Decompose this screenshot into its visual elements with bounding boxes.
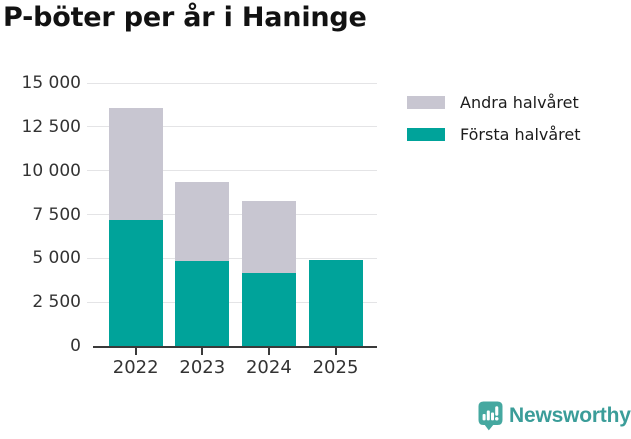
bar-2024-andra-halvaret	[241, 201, 296, 274]
y-axis-tick-label: 12 500	[21, 116, 81, 137]
x-axis-line	[93, 345, 377, 348]
gridline-15-000	[87, 82, 377, 84]
newsworthy-logo-icon	[478, 401, 503, 431]
bar-2023-andra-halvaret	[175, 182, 230, 261]
y-axis-tick-label: 7 500	[32, 204, 81, 225]
x-axis-label-2025: 2025	[312, 357, 359, 378]
y-axis-tick-label: 5 000	[32, 248, 81, 269]
legend-swatch-andra-halvaret	[407, 96, 445, 109]
legend-label: Första halvåret	[460, 125, 581, 144]
newsworthy-branding: Newsworthy	[478, 401, 631, 431]
newsworthy-wordmark: Newsworthy	[509, 404, 631, 427]
x-axis-label-2023: 2023	[179, 357, 226, 378]
legend-item-andra-halvaret: Andra halvåret	[407, 93, 581, 112]
y-axis-tick-label: 2 500	[32, 292, 81, 313]
gridline-10-000	[87, 170, 377, 172]
legend-swatch-forsta-halvaret	[407, 128, 445, 141]
legend-item-forsta-halvaret: Första halvåret	[407, 125, 581, 144]
bar-2022-forsta-halvaret	[108, 219, 163, 346]
x-axis-tick	[267, 348, 270, 355]
x-axis-tick	[201, 348, 204, 355]
bar-2024-forsta-halvaret	[241, 273, 296, 346]
y-axis-tick-label: 15 000	[21, 73, 81, 93]
bar-2025-forsta-halvaret	[308, 260, 363, 346]
x-axis-tick	[334, 348, 337, 355]
x-axis-tick	[134, 348, 137, 355]
bar-2022-andra-halvaret	[108, 107, 163, 220]
legend-label: Andra halvåret	[460, 93, 579, 112]
bar-2023-forsta-halvaret	[175, 261, 230, 346]
x-axis-label-2022: 2022	[112, 357, 159, 378]
legend: Andra halvåret Första halvåret	[407, 93, 581, 157]
y-axis-tick-label: 10 000	[21, 160, 81, 181]
x-axis-label-2024: 2024	[245, 357, 292, 378]
chart-title: P-böter per år i Haninge	[3, 2, 367, 33]
gridline-7-500	[87, 214, 377, 215]
gridline-5-000	[87, 257, 377, 259]
gridline-12-500	[87, 126, 377, 128]
gridline-2-500	[87, 301, 377, 303]
y-axis-tick-label: 0	[70, 336, 81, 356]
